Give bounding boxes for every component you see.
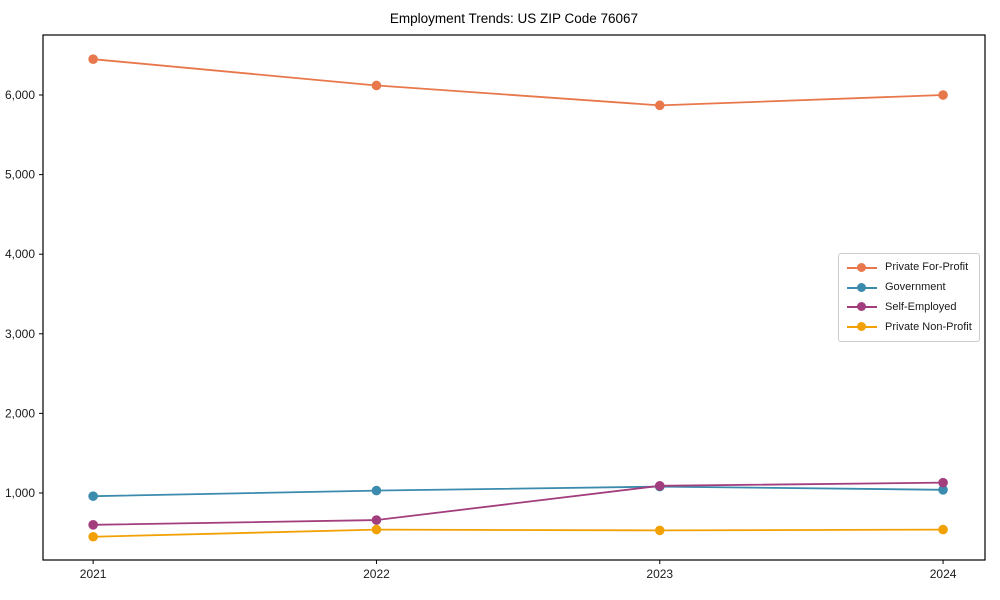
data-point-government [938, 484, 948, 495]
data-point-private-non-profit [938, 524, 948, 535]
data-point-private-for-profit [371, 80, 382, 91]
x-tick-label: 2023 [646, 567, 673, 581]
legend: Private For-Profit Government Self-Employe… [838, 253, 980, 342]
series-line-government [93, 485, 944, 498]
data-point-self-employed [938, 477, 948, 488]
legend-marker-icon [847, 302, 877, 312]
x-tick-label: 2022 [363, 567, 390, 581]
legend-item: Government [847, 282, 973, 293]
data-point-government [88, 491, 98, 501]
y-tick-label: 3,000 [5, 327, 35, 341]
legend-item-label: Private Non-Profit [885, 320, 972, 333]
y-tick-label: 1,000 [5, 486, 35, 500]
data-point-private-for-profit [88, 54, 98, 64]
legend-marker-icon [847, 282, 877, 293]
y-tick-label: 4,000 [5, 247, 35, 261]
y-tick-label: 5,000 [5, 168, 35, 182]
series-line-self-employed [93, 481, 944, 526]
x-tick-label: 2024 [930, 567, 957, 581]
y-tick-label: 6,000 [5, 88, 35, 102]
data-point-private-non-profit [371, 524, 382, 535]
legend-item: Self-Employed [847, 300, 973, 313]
legend-item: Private Non-Profit [847, 320, 973, 333]
legend-marker-icon [847, 262, 877, 273]
data-point-self-employed [88, 520, 98, 530]
series-line-private-non-profit [93, 528, 944, 538]
data-point-government [371, 485, 382, 496]
data-point-self-employed [654, 481, 665, 491]
legend-item: Private For-Profit [847, 262, 973, 273]
series-line-private-for-profit [93, 58, 944, 107]
plot-frame [42, 34, 986, 561]
data-point-private-for-profit [654, 100, 665, 111]
legend-item-label: Private For-Profit [885, 261, 969, 274]
legend-marker-icon [847, 322, 877, 332]
data-point-private-non-profit [654, 525, 665, 536]
y-tick-label: 2,000 [5, 406, 35, 420]
x-tick-label: 2021 [80, 567, 107, 581]
data-point-private-non-profit [88, 531, 98, 542]
legend-item-label: Self-Employed [885, 300, 957, 313]
chart-title: Employment Trends: US ZIP Code 76067 [389, 11, 639, 26]
data-point-self-employed [371, 515, 382, 525]
data-point-private-for-profit [938, 90, 948, 100]
legend-item-label: Government [885, 281, 946, 294]
